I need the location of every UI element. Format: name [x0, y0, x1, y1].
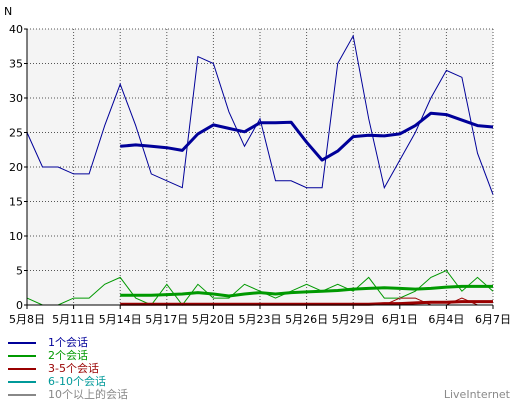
legend-label: 6-10个会话: [48, 375, 106, 388]
series-2-average-line: [120, 300, 493, 306]
legend-swatch: [8, 367, 36, 370]
y-tick-label: 5: [16, 265, 23, 278]
legend-item: 3-5个会话: [8, 362, 128, 375]
legend-item: 6-10个会话: [8, 375, 128, 388]
x-tick-label: 5月8日: [9, 313, 45, 326]
brand-label: LiveInternet: [443, 388, 510, 401]
legend-swatch: [8, 380, 36, 383]
grid-lines: [27, 28, 494, 305]
y-tick-label: 15: [9, 196, 23, 209]
x-tick-label: 6月1日: [382, 313, 418, 326]
legend-swatch: [8, 341, 36, 344]
x-tick-label: 5月20日: [192, 313, 235, 326]
series-1-average-line: [120, 284, 493, 298]
tick-labels: 0 5 10 15 20 25 30 35 40 5月8日 5月11日 5月14日 5月17日 5月20日…: [4, 5, 511, 326]
series-0-daily-line: [26, 34, 494, 195]
y-tick-label: 30: [9, 92, 23, 105]
y-tick-label: 25: [9, 127, 23, 140]
x-tick-label: 5月11日: [52, 313, 95, 326]
x-tick-label: 5月23日: [239, 313, 282, 326]
legend-label: 10个以上的会话: [48, 388, 128, 401]
y-tick-label: 20: [9, 161, 23, 174]
legend-swatch: [8, 393, 36, 396]
x-tick-label: 5月26日: [285, 313, 328, 326]
x-tick-label: 6月4日: [428, 313, 464, 326]
y-tick-label: 40: [9, 23, 23, 36]
legend-item: 10个以上的会话: [8, 388, 128, 401]
y-axis-label: N: [4, 5, 12, 18]
legend-item: 2个会话: [8, 349, 128, 362]
x-tick-label: 5月17日: [145, 313, 188, 326]
line-chart: 0 5 10 15 20 25 30 35 40 5月8日 5月11日 5月14日 5月17日 5月20日…: [4, 5, 511, 326]
x-tick-label: 5月29日: [332, 313, 375, 326]
legend: 1个会话 2个会话 3-5个会话 6-10个会话 10个以上的会话: [8, 336, 128, 401]
series-0-average-line: [120, 111, 494, 162]
y-tick-label: 35: [9, 58, 23, 71]
legend-item: 1个会话: [8, 336, 128, 349]
x-tick-label: 5月14日: [99, 313, 142, 326]
legend-swatch: [8, 354, 36, 357]
y-tick-label: 10: [9, 230, 23, 243]
axes: [24, 28, 494, 309]
x-tick-label: 6月7日: [475, 313, 511, 326]
y-tick-label: 0: [16, 299, 23, 312]
legend-label: 3-5个会话: [48, 362, 99, 375]
legend-label: 2个会话: [48, 349, 88, 362]
legend-label: 1个会话: [48, 336, 88, 349]
